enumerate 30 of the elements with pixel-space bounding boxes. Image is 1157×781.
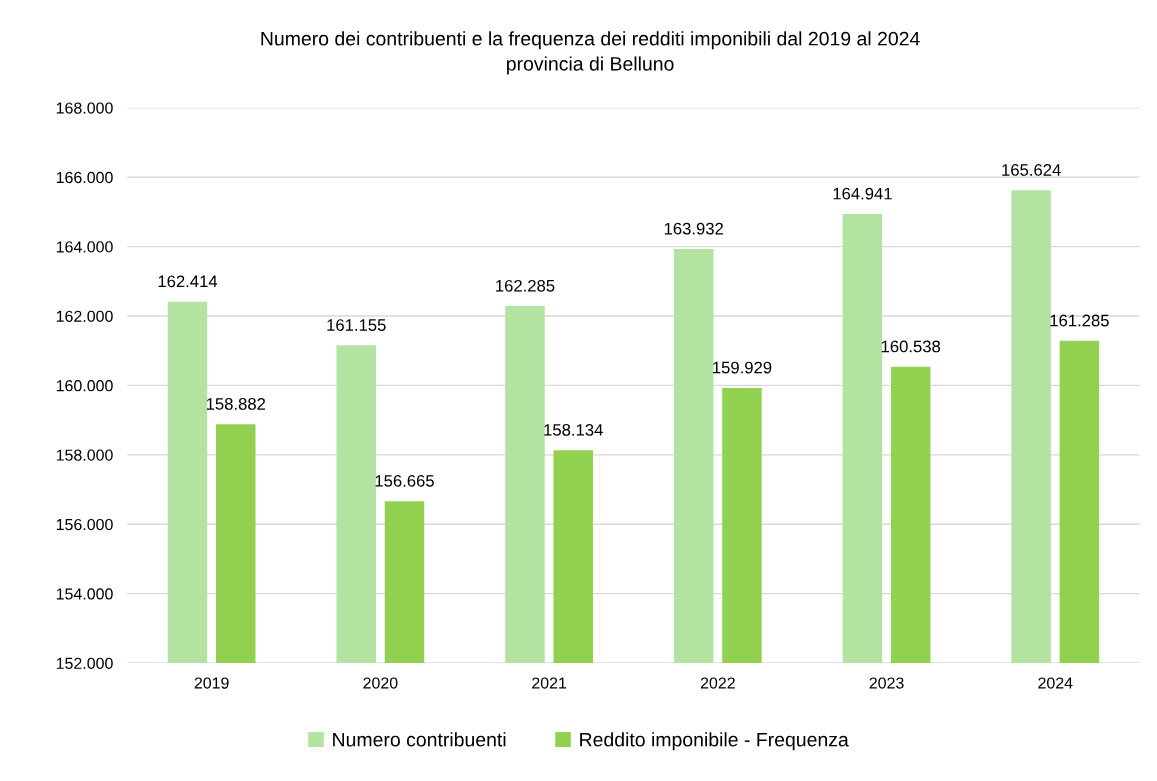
x-tick-label: 2022	[700, 677, 735, 689]
y-tick-label: 154.000	[56, 588, 113, 600]
data-label: 165.624	[1002, 164, 1061, 176]
x-tick-label: 2020	[363, 677, 398, 689]
legend-label: Reddito imponibile - Frequenza	[580, 732, 849, 751]
x-tick-label: 2019	[194, 677, 229, 689]
y-tick-label: 164.000	[56, 241, 113, 253]
legend-label: Numero contribuenti	[333, 732, 506, 747]
data-label: 164.941	[833, 187, 892, 200]
data-label: 161.285	[1050, 314, 1109, 327]
chart-title: Numero dei contribuenti e la frequenza dei redditi imponibili dal 2019 al 2024 provincia di Belluno	[261, 31, 920, 75]
y-tick-label: 162.000	[56, 310, 113, 322]
y-tick-label: 160.000	[56, 380, 113, 392]
x-tick-label: 2021	[532, 677, 567, 689]
x-tick-label: 2023	[869, 677, 904, 689]
y-tick-label: 158.000	[56, 449, 113, 461]
data-label: 163.932	[664, 222, 723, 235]
data-label: 158.134	[544, 423, 603, 436]
x-tick-label: 2024	[1038, 677, 1073, 689]
data-label: 160.538	[881, 340, 941, 353]
y-tick-label: 152.000	[56, 657, 113, 670]
data-label: 159.929	[713, 361, 772, 374]
data-label: 161.155	[327, 319, 386, 331]
data-label: 156.665	[375, 474, 434, 487]
data-label: 158.882	[206, 398, 266, 410]
y-tick-label: 156.000	[56, 518, 113, 531]
data-label: 162.414	[158, 275, 218, 288]
y-tick-label: 166.000	[56, 171, 113, 184]
data-label: 162.285	[496, 279, 555, 292]
y-tick-label: 168.000	[56, 102, 113, 114]
